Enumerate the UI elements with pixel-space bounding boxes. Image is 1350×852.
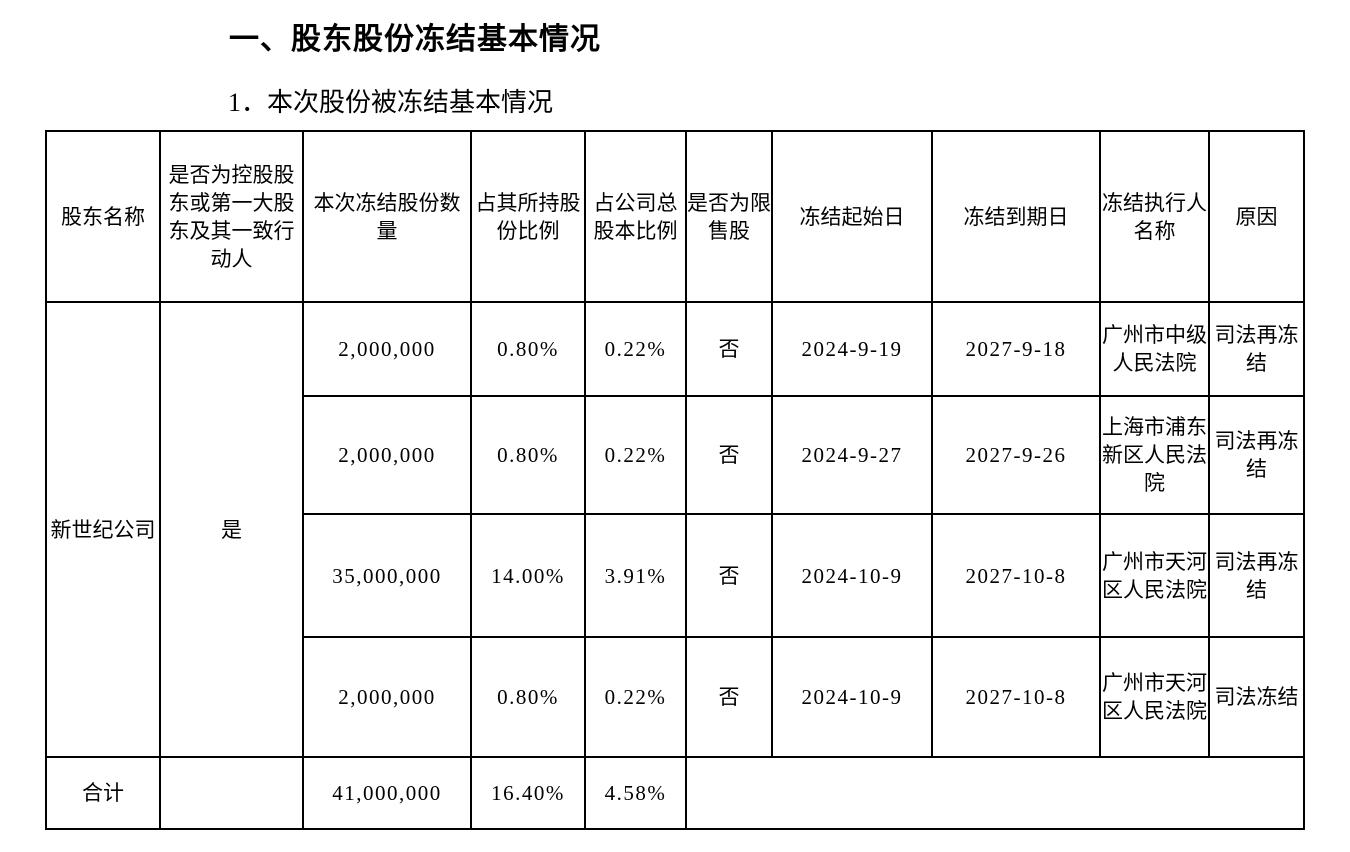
cell-pct-of-total: 0.22%: [584, 301, 687, 398]
col-header-pct-of-holding: 占其所持股份比例: [470, 130, 586, 304]
table-row: 35,000,000 14.00% 3.91% 否 2024-10-9 2027…: [46, 513, 1305, 639]
cell-end-date: 2027-9-18: [931, 301, 1101, 398]
cell-restricted: 否: [685, 636, 773, 759]
sub-heading: 1．本次股份被冻结基本情况: [228, 87, 554, 117]
cell-frozen-shares: 2,000,000: [302, 636, 472, 759]
cell-end-date: 2027-10-8: [931, 636, 1101, 759]
cell-start-date: 2024-9-27: [771, 395, 933, 516]
cell-pct-of-holding: 14.00%: [470, 513, 586, 639]
cell-restricted: 否: [685, 395, 773, 516]
cell-start-date: 2024-9-19: [771, 301, 933, 398]
cell-total-pct-of-total: 4.58%: [584, 756, 687, 831]
cell-reason: 司法再冻结: [1208, 395, 1305, 516]
cell-pct-of-holding: 0.80%: [470, 636, 586, 759]
col-header-shareholder-name: 股东名称: [45, 130, 161, 304]
cell-pct-of-total: 0.22%: [584, 636, 687, 759]
table-row: 2,000,000 0.80% 0.22% 否 2024-10-9 2027-1…: [46, 636, 1305, 759]
table-total-row: 合计 41,000,000 16.40% 4.58%: [45, 756, 1305, 831]
col-header-freeze-executor: 冻结执行人名称: [1099, 130, 1210, 304]
col-header-pct-of-total-capital: 占公司总股本比例: [584, 130, 687, 304]
col-header-freeze-end-date: 冻结到期日: [931, 130, 1101, 304]
cell-total-frozen-shares: 41,000,000: [302, 756, 472, 831]
cell-shareholder-name: 新世纪公司: [45, 301, 161, 759]
cell-reason: 司法冻结: [1208, 636, 1305, 759]
cell-is-controlling: 是: [159, 301, 304, 759]
cell-total-label: 合计: [45, 756, 161, 831]
cell-start-date: 2024-10-9: [771, 513, 933, 639]
cell-pct-of-total: 0.22%: [584, 395, 687, 516]
cell-total-controlling-empty: [159, 756, 304, 831]
cell-court: 广州市天河区人民法院: [1099, 636, 1210, 759]
col-header-freeze-start-date: 冻结起始日: [771, 130, 933, 304]
cell-court: 上海市浦东新区人民法院: [1099, 395, 1210, 516]
col-header-reason: 原因: [1208, 130, 1305, 304]
cell-pct-of-holding: 0.80%: [470, 395, 586, 516]
cell-total-merged-empty: [685, 756, 1305, 831]
cell-frozen-shares: 2,000,000: [302, 301, 472, 398]
col-header-controlling-shareholder: 是否为控股股东或第一大股东及其一致行动人: [159, 130, 304, 304]
cell-end-date: 2027-9-26: [931, 395, 1101, 516]
cell-pct-of-holding: 0.80%: [470, 301, 586, 398]
cell-frozen-shares: 2,000,000: [302, 395, 472, 516]
cell-reason: 司法再冻结: [1208, 301, 1305, 398]
cell-total-pct-of-holding: 16.40%: [470, 756, 586, 831]
cell-restricted: 否: [685, 513, 773, 639]
col-header-restricted-shares: 是否为限售股: [685, 130, 773, 304]
cell-court: 广州市天河区人民法院: [1099, 513, 1210, 639]
cell-end-date: 2027-10-8: [931, 513, 1101, 639]
cell-court: 广州市中级人民法院: [1099, 301, 1210, 398]
table-row: 新世纪公司 是 2,000,000 0.80% 0.22% 否 2024-9-1…: [45, 301, 1305, 759]
section-heading: 一、股东股份冻结基本情况: [229, 23, 601, 56]
cell-frozen-shares: 35,000,000: [302, 513, 472, 639]
col-header-frozen-share-quantity: 本次冻结股份数量: [302, 130, 472, 304]
cell-reason: 司法再冻结: [1208, 513, 1305, 639]
table-header-row: 股东名称 是否为控股股东或第一大股东及其一致行动人 本次冻结股份数量 占其所持股…: [45, 130, 1305, 304]
cell-start-date: 2024-10-9: [771, 636, 933, 759]
cell-pct-of-total: 3.91%: [584, 513, 687, 639]
share-freeze-table: 股东名称 是否为控股股东或第一大股东及其一致行动人 本次冻结股份数量 占其所持股…: [45, 130, 1305, 831]
cell-restricted: 否: [685, 301, 773, 398]
table-row: 2,000,000 0.80% 0.22% 否 2024-9-27 2027-9…: [46, 395, 1305, 516]
